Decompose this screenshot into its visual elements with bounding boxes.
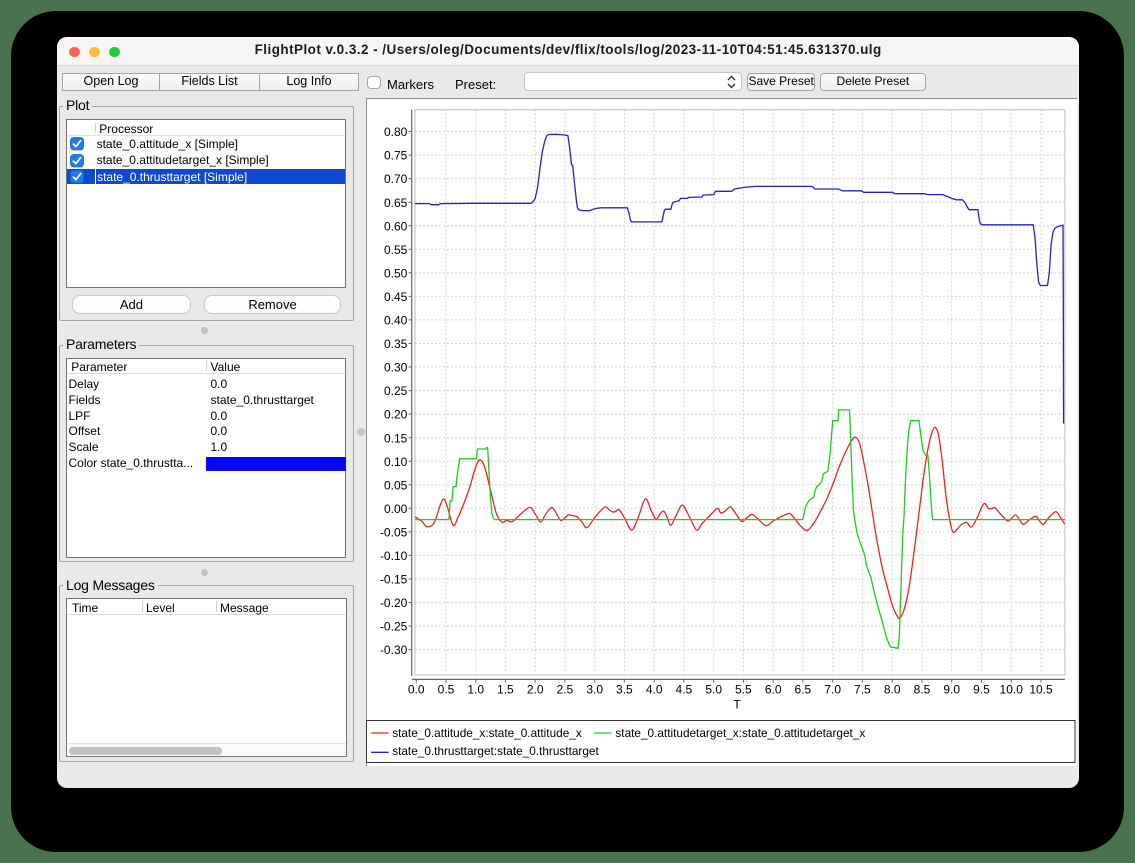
svg-text:2.5: 2.5: [557, 683, 574, 697]
svg-text:0.60: 0.60: [384, 220, 408, 234]
svg-text:0.35: 0.35: [384, 337, 408, 351]
svg-text:0.25: 0.25: [384, 385, 408, 399]
svg-text:5.0: 5.0: [706, 683, 723, 697]
svg-text:0.50: 0.50: [384, 267, 408, 281]
svg-text:state_0.attitudetarget_x:state: state_0.attitudetarget_x:state_0.attitud…: [616, 726, 866, 740]
svg-text:-0.30: -0.30: [380, 644, 408, 658]
svg-text:0.80: 0.80: [384, 125, 408, 139]
svg-text:2.0: 2.0: [527, 683, 544, 697]
svg-text:4.5: 4.5: [676, 683, 693, 697]
svg-text:1.0: 1.0: [468, 683, 485, 697]
svg-text:0.45: 0.45: [384, 290, 408, 304]
svg-text:0.0: 0.0: [408, 683, 425, 697]
svg-text:0.5: 0.5: [438, 683, 455, 697]
svg-text:7.0: 7.0: [825, 683, 842, 697]
svg-text:10.0: 10.0: [1000, 683, 1024, 697]
svg-text:4.0: 4.0: [646, 683, 663, 697]
svg-text:0.15: 0.15: [384, 432, 408, 446]
svg-text:8.5: 8.5: [914, 683, 931, 697]
svg-text:0.30: 0.30: [384, 361, 408, 375]
svg-text:-0.15: -0.15: [380, 573, 408, 587]
svg-text:5.5: 5.5: [735, 683, 752, 697]
svg-text:-0.05: -0.05: [380, 526, 408, 540]
svg-text:state_0.attitude_x:state_0.att: state_0.attitude_x:state_0.attitude_x: [393, 726, 583, 740]
svg-text:3.5: 3.5: [616, 683, 633, 697]
svg-text:8.0: 8.0: [884, 683, 901, 697]
svg-text:7.5: 7.5: [854, 683, 871, 697]
svg-text:3.0: 3.0: [587, 683, 604, 697]
svg-text:9.5: 9.5: [974, 683, 991, 697]
svg-text:1.5: 1.5: [497, 683, 514, 697]
svg-text:0.10: 0.10: [384, 455, 408, 469]
svg-text:state_0.thrusttarget:state_0.t: state_0.thrusttarget:state_0.thrusttarge…: [393, 744, 600, 758]
svg-text:6.0: 6.0: [765, 683, 782, 697]
svg-text:6.5: 6.5: [795, 683, 812, 697]
svg-text:0.20: 0.20: [384, 408, 408, 422]
svg-text:0.40: 0.40: [384, 314, 408, 328]
svg-text:T: T: [734, 698, 742, 712]
svg-text:0.65: 0.65: [384, 196, 408, 210]
svg-text:9.0: 9.0: [944, 683, 961, 697]
svg-text:0.05: 0.05: [384, 479, 408, 493]
svg-text:0.75: 0.75: [384, 149, 408, 163]
svg-text:-0.10: -0.10: [380, 549, 408, 563]
svg-text:0.70: 0.70: [384, 173, 408, 187]
svg-text:-0.20: -0.20: [380, 596, 408, 610]
svg-text:10.5: 10.5: [1030, 683, 1054, 697]
svg-text:-0.25: -0.25: [380, 620, 408, 634]
svg-text:0.00: 0.00: [384, 502, 408, 516]
svg-text:0.55: 0.55: [384, 243, 408, 257]
